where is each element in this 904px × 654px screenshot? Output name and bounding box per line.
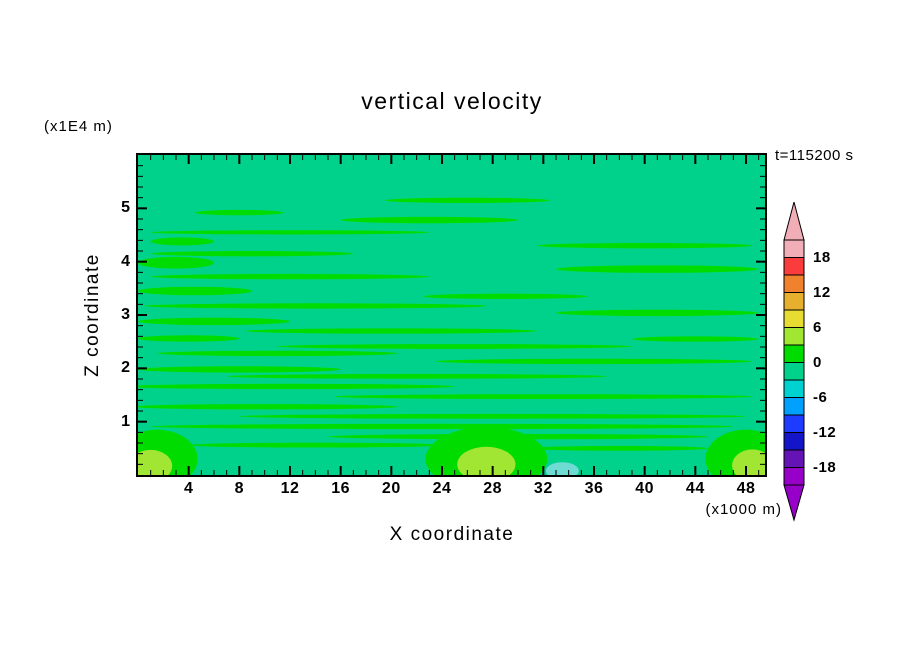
colorbar-label: 6 <box>813 318 822 336</box>
colorbar-label: -18 <box>813 458 837 476</box>
plot-title: vertical velocity <box>361 88 543 114</box>
colorbar-bottom-arrow <box>783 484 805 522</box>
y-axis-unit-label: (x1E4 m) <box>44 118 113 135</box>
y-tick-label: 1 <box>121 412 130 430</box>
colorbar-label: 0 <box>813 353 822 371</box>
colorbar-label: 12 <box>813 283 831 301</box>
x-tick-label: 20 <box>381 480 401 497</box>
y-tick-label: 5 <box>121 199 130 217</box>
x-tick-label: 48 <box>736 480 756 497</box>
x-axis-unit-label: (x1000 m) <box>705 501 782 518</box>
x-axis-label: X coordinate <box>389 524 515 545</box>
x-tick-label: 16 <box>331 480 351 497</box>
x-tick-label: 24 <box>432 480 452 497</box>
x-tick-label: 12 <box>280 480 300 497</box>
x-tick-label: 40 <box>635 480 655 497</box>
field-streaks <box>138 197 759 451</box>
x-tick-label: 44 <box>685 480 705 497</box>
x-tick-label: 4 <box>183 480 194 497</box>
plot-frame <box>136 153 767 477</box>
y-tick-label: 2 <box>121 359 130 377</box>
field-spots <box>138 427 765 475</box>
y-tick-label: 4 <box>121 252 130 270</box>
colorbar-label: -6 <box>813 388 828 406</box>
colorbar <box>783 202 805 522</box>
x-tick-label: 32 <box>533 480 553 497</box>
x-tick-label: 28 <box>483 480 503 497</box>
x-tick-label: 36 <box>584 480 604 497</box>
contour-plot <box>138 155 765 475</box>
colorbar-top-arrow <box>783 202 805 241</box>
colorbar-label: -12 <box>813 423 837 441</box>
x-tick-label: 8 <box>234 480 245 497</box>
y-tick-label: 3 <box>121 306 130 323</box>
axis-ticks <box>138 155 765 475</box>
time-annotation: t=115200 s <box>775 147 854 164</box>
colorbar-label: 18 <box>813 248 831 266</box>
